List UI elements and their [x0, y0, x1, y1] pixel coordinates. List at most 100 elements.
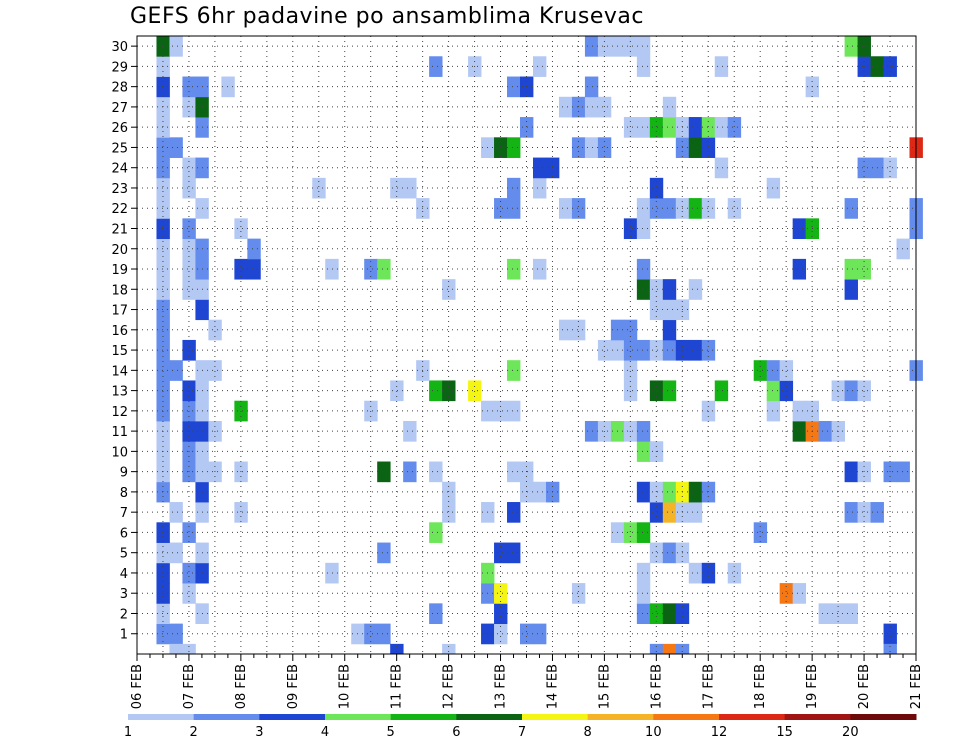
grid-lines [137, 36, 916, 654]
heatmap-cell [727, 117, 742, 138]
y-tick-label: 18 [111, 283, 128, 298]
heatmap-cell [208, 360, 222, 381]
heatmap-cell [649, 117, 664, 138]
heatmap-cell [208, 319, 222, 341]
y-tick-label: 29 [111, 60, 128, 75]
heatmap-cell [429, 603, 443, 625]
heatmap-cell [792, 583, 807, 604]
colorbar-label: 3 [255, 725, 263, 740]
heatmap-cell [714, 157, 729, 179]
heatmap-cell [844, 603, 858, 625]
heatmap-cell [662, 198, 677, 219]
heatmap-cell [325, 562, 339, 584]
y-tick-label: 22 [111, 202, 128, 217]
heatmap-cell [623, 360, 638, 381]
heatmap-cell [727, 198, 742, 219]
heatmap-cell [377, 623, 391, 645]
heatmap-cell [156, 258, 170, 280]
heatmap-cell [753, 522, 768, 543]
x-tick-label: 17 FEB [701, 664, 716, 709]
heatmap-cell [364, 258, 378, 280]
heatmap-cell [831, 380, 845, 402]
heatmap-cell [234, 218, 248, 240]
heatmap-cell [896, 461, 910, 483]
y-tick-label: 16 [111, 324, 128, 339]
heatmap-cell [701, 562, 716, 584]
heatmap-cell [507, 502, 521, 523]
y-tick-label: 12 [111, 405, 128, 420]
heatmap-cell [182, 339, 196, 361]
heatmap-cell [156, 137, 170, 158]
heatmap-cell [156, 380, 170, 402]
heatmap-cell [532, 177, 547, 199]
heatmap-cell [558, 96, 573, 118]
heatmap-cell [623, 380, 638, 402]
heatmap-cell [701, 339, 716, 361]
heatmap-cell [766, 177, 781, 199]
y-tick-label: 30 [111, 40, 128, 55]
heatmap-cell [636, 117, 651, 138]
heatmap-cell [182, 238, 196, 260]
colorbar-segment [390, 714, 457, 720]
heatmap-cell [156, 562, 170, 584]
y-tick-label: 24 [111, 162, 128, 177]
heatmap-cell [507, 360, 521, 381]
heatmap-cell [883, 643, 897, 655]
heatmap-cell [636, 583, 651, 604]
heatmap-cell [169, 542, 183, 564]
chart-title: GEFS 6hr padavine po ansamblima Krusevac [130, 4, 644, 29]
heatmap-cell [701, 117, 716, 138]
heatmap-cell [468, 380, 482, 402]
heatmap-cell [766, 380, 781, 402]
heatmap-cell [779, 380, 794, 402]
heatmap-cell [623, 522, 638, 543]
heatmap-cell [156, 96, 170, 118]
x-tick-label: 15 FEB [597, 664, 612, 709]
heatmap-cell [636, 339, 651, 361]
heatmap-cell [701, 137, 716, 158]
y-tick-label: 10 [111, 445, 128, 460]
heatmap-cell [507, 461, 521, 483]
heatmap-cell [597, 339, 612, 361]
heatmap-cell [701, 198, 716, 219]
heatmap-cell [597, 137, 612, 158]
heatmap-cell [688, 198, 703, 219]
heatmap-cell [701, 481, 716, 503]
y-tick-label: 9 [120, 466, 128, 481]
y-tick-label: 8 [120, 486, 128, 501]
heatmap-cell [182, 258, 196, 280]
x-tick-label: 08 FEB [234, 664, 249, 709]
heatmap-cell [182, 562, 196, 584]
heatmap-cell [156, 177, 170, 199]
colorbar-segment [850, 714, 917, 720]
heatmap-cell [156, 583, 170, 604]
heatmap-cell [494, 603, 508, 625]
y-tick-label: 3 [120, 587, 128, 602]
heatmap-cell [494, 583, 508, 604]
heatmap-cell [532, 157, 547, 179]
heatmap-cell [844, 380, 858, 402]
heatmap-cell [156, 279, 170, 300]
heatmap-cell [377, 258, 391, 280]
y-tick-label: 6 [120, 526, 128, 541]
heatmap-cell [234, 502, 248, 523]
heatmap-cell [688, 481, 703, 503]
heatmap-cell [857, 258, 871, 280]
heatmap-cell [532, 623, 547, 645]
x-tick-label: 09 FEB [286, 664, 301, 709]
heatmap-cell [636, 562, 651, 584]
x-tick-label: 07 FEB [182, 664, 197, 709]
heatmap-cell [390, 380, 404, 402]
heatmap-cell [156, 522, 170, 543]
heatmap-cell [429, 461, 443, 483]
heatmap-cell [156, 299, 170, 321]
heatmap-cell [532, 481, 547, 503]
heatmap-cell [753, 360, 768, 381]
heatmap-cell [662, 117, 677, 138]
heatmap-cell [234, 258, 248, 280]
heatmap-cell [844, 36, 858, 57]
colorbar-label: 1 [124, 725, 132, 740]
y-tick-label: 4 [120, 567, 128, 582]
heatmap-cell [636, 420, 651, 442]
